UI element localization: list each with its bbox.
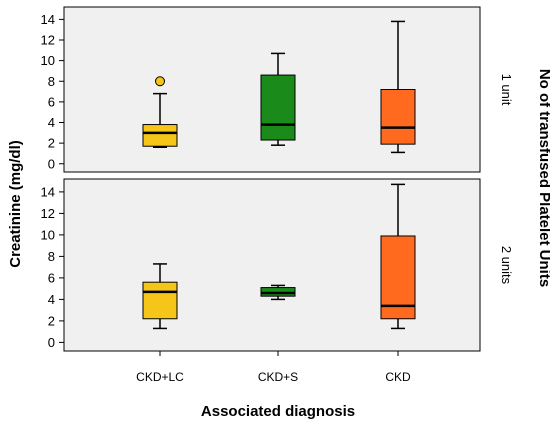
box-ckd-plus-lc (142, 263, 178, 330)
panel-strip-label: 2 units (499, 246, 514, 285)
y-tick-label: 10 (41, 53, 55, 68)
panel-background (63, 178, 481, 352)
y-tick-label: 12 (41, 206, 55, 221)
box-iqr (260, 74, 296, 141)
y-tick-label: 4 (48, 115, 55, 130)
y-tick-label: 6 (48, 94, 55, 109)
y-tick-label: 12 (41, 33, 55, 48)
facet-title: No of transfused Platelet Units (536, 69, 550, 287)
box-iqr (380, 89, 416, 145)
y-tick-label: 0 (48, 335, 55, 350)
y-tick-label: 14 (41, 184, 55, 199)
box-ckd-plus-lc (142, 76, 178, 148)
panel-1: 0 2 4 6 8 10 12 14 1 unit (41, 6, 514, 173)
box-ckd (380, 183, 416, 330)
x-tick-label: CKD (385, 370, 411, 384)
y-axis-title: Creatinine (mg/dl) (7, 140, 24, 268)
x-tick-label: CKD+S (258, 370, 298, 384)
x-tick-label: CKD+LC (136, 370, 184, 384)
y-tick-label: 0 (48, 156, 55, 171)
y-tick-label: 8 (48, 249, 55, 264)
box-iqr (142, 281, 178, 320)
panel-2: 0 2 4 6 8 10 12 14 2 units CKD+LC CKD+S CKD (41, 178, 514, 384)
y-tick-label: 6 (48, 270, 55, 285)
box-ckd-plus-s (260, 52, 296, 146)
y-tick-label: 4 (48, 292, 55, 307)
y-tick-label: 2 (48, 313, 55, 328)
y-tick-label: 14 (41, 12, 55, 27)
outlier-point (155, 76, 165, 87)
panel-strip-label: 1 unit (499, 74, 514, 106)
box-iqr (142, 124, 178, 147)
x-axis-title: Associated diagnosis (201, 403, 355, 420)
box-ckd-plus-s (260, 284, 296, 301)
y-tick-label: 8 (48, 74, 55, 89)
box-ckd (380, 20, 416, 154)
y-tick-label: 10 (41, 227, 55, 242)
y-tick-label: 2 (48, 136, 55, 151)
